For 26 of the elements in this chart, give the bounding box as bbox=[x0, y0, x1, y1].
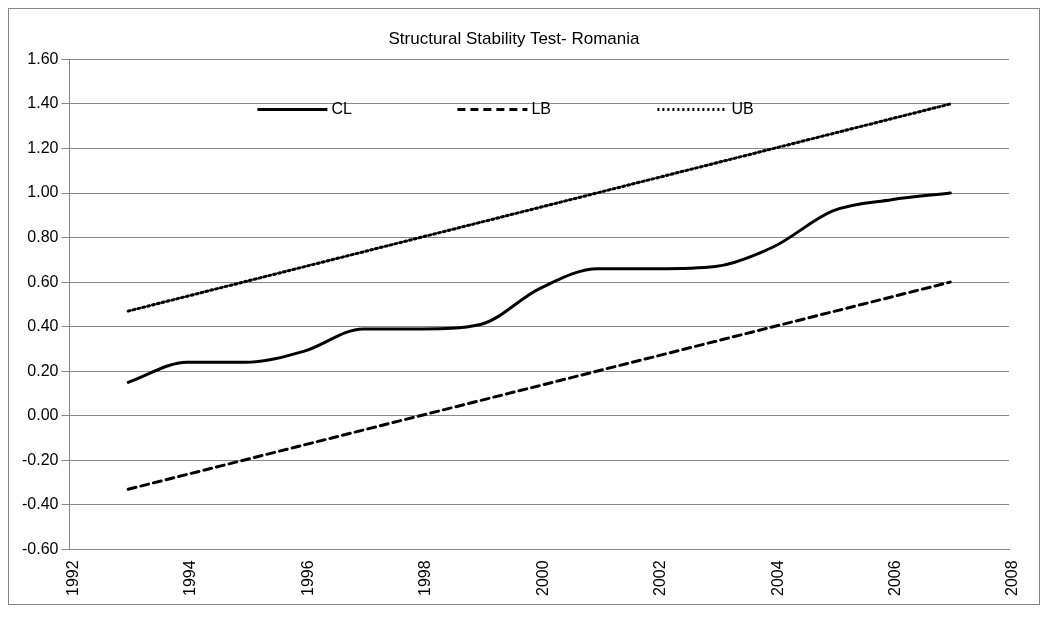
x-tick-label: 2004 bbox=[768, 560, 786, 596]
legend-label: CL bbox=[331, 99, 352, 117]
x-tick-label: 2002 bbox=[651, 560, 669, 596]
y-tick-label: -0.60 bbox=[22, 539, 59, 557]
y-tick-label: 1.00 bbox=[27, 183, 59, 201]
legend-label: UB bbox=[731, 99, 754, 117]
y-tick-label: 0.20 bbox=[27, 361, 59, 379]
y-tick-label: -0.40 bbox=[22, 495, 59, 513]
x-tick-label: 1996 bbox=[298, 560, 316, 596]
x-tick-label: 2006 bbox=[885, 560, 903, 596]
y-tick-label: 0.60 bbox=[27, 272, 59, 290]
legend-label: LB bbox=[531, 99, 551, 117]
y-tick-label: -0.20 bbox=[22, 450, 59, 468]
x-tick-label: 1994 bbox=[181, 560, 199, 596]
y-tick-label: 1.40 bbox=[27, 94, 59, 112]
y-tick-label: 0.80 bbox=[27, 227, 59, 245]
x-tick-label: 2000 bbox=[533, 560, 551, 596]
x-tick-label: 1998 bbox=[416, 560, 434, 596]
x-tick-label: 1992 bbox=[63, 560, 81, 596]
y-tick-label: 1.20 bbox=[27, 138, 59, 156]
chart-title: Structural Stability Test- Romania bbox=[388, 28, 641, 48]
line-series bbox=[126, 191, 952, 384]
y-tick-label: 1.60 bbox=[27, 49, 59, 67]
y-tick-label: 0.40 bbox=[27, 317, 59, 335]
x-tick-label: 2008 bbox=[1003, 560, 1021, 596]
y-tick-label: 0.00 bbox=[27, 406, 59, 424]
